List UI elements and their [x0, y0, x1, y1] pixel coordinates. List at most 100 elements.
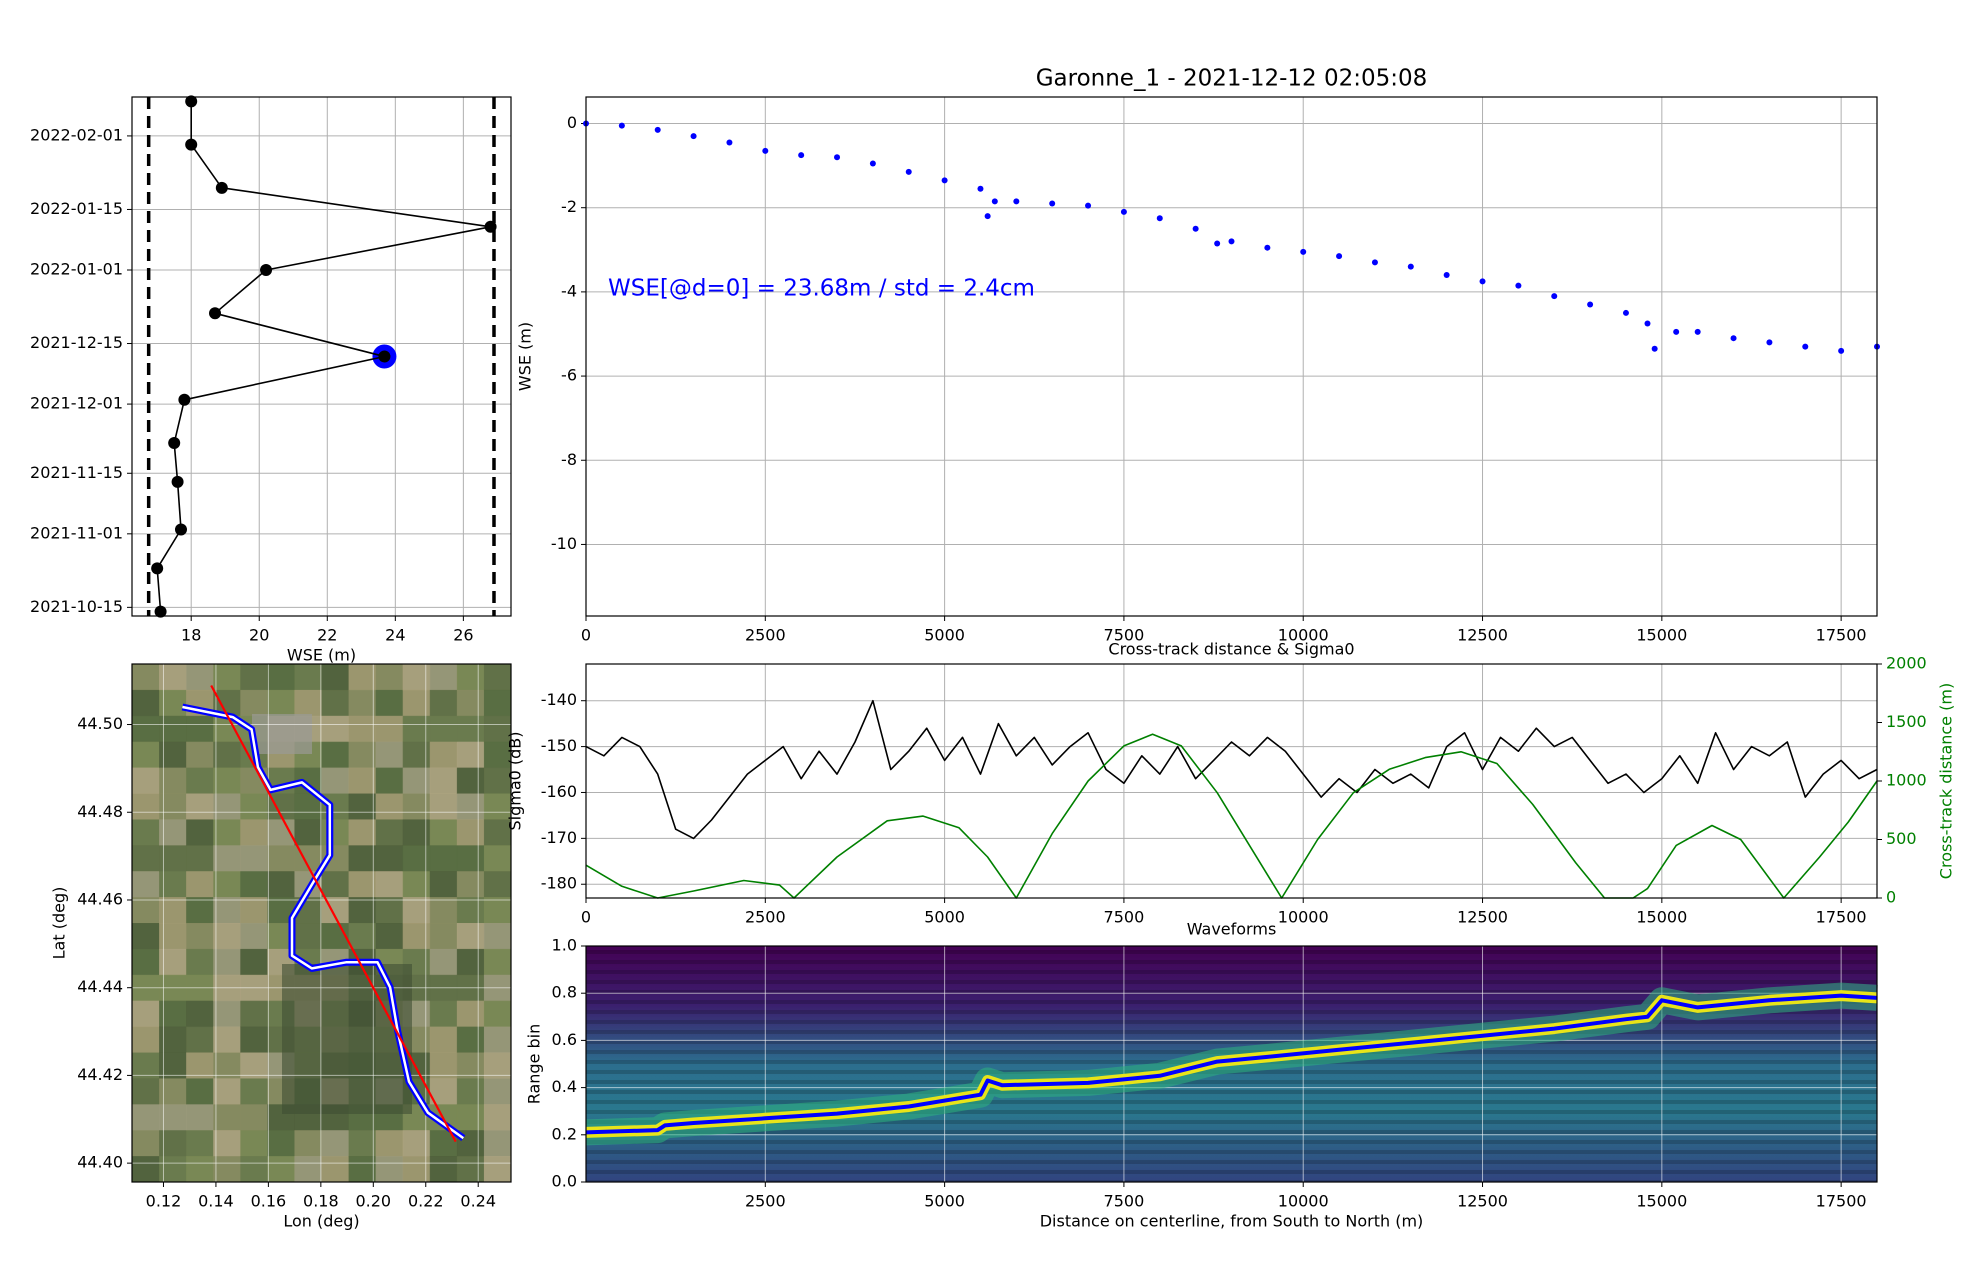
- data-point: [1336, 253, 1343, 260]
- terrain-patch: [321, 715, 350, 743]
- x-tick-label: 17500: [1816, 626, 1867, 645]
- terrain-patch: [240, 897, 268, 924]
- terrain-patch: [186, 845, 214, 872]
- terrain-patch: [456, 1026, 485, 1053]
- terrain-patch: [132, 1000, 160, 1028]
- terrain-patch: [321, 741, 350, 769]
- data-point: [762, 147, 769, 154]
- terrain-patch: [348, 664, 377, 691]
- terrain-patch: [456, 741, 485, 769]
- panel: 0.12 0.14 0.16 0.18 0.20 0.22 0.24 44.40 44.42 44…: [50, 663, 512, 1231]
- terrain-patch: [240, 1104, 268, 1131]
- terrain-patch: [429, 1000, 458, 1028]
- terrain-patch: [186, 715, 214, 743]
- terrain-patch: [213, 664, 241, 691]
- data-point: [977, 185, 984, 192]
- x-tick-label: 2500: [745, 908, 786, 927]
- terrain-patch: [186, 1130, 214, 1157]
- axes-frame: [585, 663, 1878, 899]
- y-tick-label: 0.8: [552, 983, 577, 1002]
- data-point: [984, 213, 991, 220]
- terrain-patch: [429, 793, 458, 820]
- terrain-patch: [429, 1026, 458, 1053]
- data-point: [174, 523, 187, 536]
- terrain-patch: [321, 1130, 350, 1157]
- terrain-patch: [213, 1130, 241, 1157]
- y-tick-label: -10: [551, 534, 577, 553]
- terrain-patch: [267, 871, 295, 898]
- data-point: [1120, 208, 1127, 215]
- terrain-patch: [240, 1156, 268, 1183]
- terrain-patch: [483, 741, 512, 769]
- terrain-patch: [213, 741, 241, 769]
- x-tick-label: 24: [385, 626, 405, 645]
- data-point: [1407, 263, 1414, 270]
- chart-title: Waveforms: [1187, 920, 1277, 939]
- terrain-patch: [213, 1104, 241, 1131]
- terrain-patch: [483, 948, 512, 976]
- terrain-patch: [186, 1104, 214, 1131]
- data-point: [726, 139, 733, 146]
- panel: 2500 5000 7500 10000 12500 15000 17500 0.0 0.2 0.…: [525, 920, 1878, 1231]
- data-point: [1651, 345, 1658, 352]
- terrain-patch: [240, 1026, 268, 1053]
- terrain-patch: [483, 767, 512, 794]
- terrain-patch: [321, 664, 350, 691]
- terrain-patch: [213, 845, 241, 872]
- terrain-patch: [429, 819, 458, 846]
- terrain-patch: [429, 923, 458, 950]
- terrain-patch: [267, 845, 295, 872]
- terrain-patch: [483, 689, 512, 717]
- y2-tick-label: 500: [1886, 829, 1917, 848]
- y-tick-label: 2022-01-01: [30, 260, 123, 279]
- panel: 0 2500 5000 7500 10000 12500 15000 17500-180-17…: [506, 640, 1956, 927]
- data-point: [1228, 238, 1235, 245]
- data-point: [215, 181, 228, 194]
- y-axis-label: Lat (deg): [50, 887, 69, 960]
- y-tick-label: 2021-12-01: [30, 394, 123, 413]
- terrain-patch: [456, 1052, 485, 1079]
- terrain-patch: [213, 819, 241, 846]
- x-tick-label: 5000: [924, 908, 965, 927]
- terrain-patch: [240, 1130, 268, 1157]
- x-tick-label: 7500: [1104, 1192, 1145, 1211]
- terrain-patch: [483, 664, 512, 691]
- terrain-patch: [456, 923, 485, 950]
- x-axis-label: Distance on centerline, from South to No…: [1040, 1212, 1424, 1231]
- terrain-patch: [213, 871, 241, 898]
- terrain-patch: [213, 897, 241, 924]
- x-tick-label: 0.18: [303, 1192, 339, 1211]
- terrain-patch: [213, 1026, 241, 1053]
- terrain-patch: [294, 923, 322, 950]
- terrain-patch: [429, 664, 458, 691]
- data-point: [991, 198, 998, 205]
- terrain-patch: [429, 948, 458, 976]
- y-tick-label: -8: [561, 450, 577, 469]
- x-tick-label: 0.24: [460, 1192, 496, 1211]
- x-tick-label: 5000: [924, 1192, 965, 1211]
- y-tick-label: 2022-02-01: [30, 125, 123, 144]
- terrain-patch: [186, 1026, 214, 1053]
- panel: 18 20 22 24 26 2021-10-15 2021-11-01 2021-11-15…: [30, 95, 512, 665]
- terrain-patch: [456, 845, 485, 872]
- chart-title: Cross-track distance & Sigma0: [1108, 640, 1354, 659]
- terrain-patch: [240, 689, 268, 717]
- terrain-patch: [456, 948, 485, 976]
- x-tick-label: 2500: [745, 1192, 786, 1211]
- terrain-patch: [483, 715, 512, 743]
- terrain-patch: [294, 1156, 322, 1183]
- terrain-patch: [348, 741, 377, 769]
- x-tick-label: 0.12: [146, 1192, 182, 1211]
- data-point: [154, 605, 167, 618]
- terrain-patch: [132, 664, 160, 691]
- data-point: [1300, 248, 1307, 255]
- terrain-patch: [294, 1130, 322, 1157]
- data-point: [654, 126, 661, 133]
- terrain-patch: [348, 1130, 377, 1157]
- data-point: [1551, 293, 1558, 300]
- data-point: [1479, 278, 1486, 285]
- terrain-patch: [348, 897, 377, 924]
- terrain-patch: [294, 664, 322, 691]
